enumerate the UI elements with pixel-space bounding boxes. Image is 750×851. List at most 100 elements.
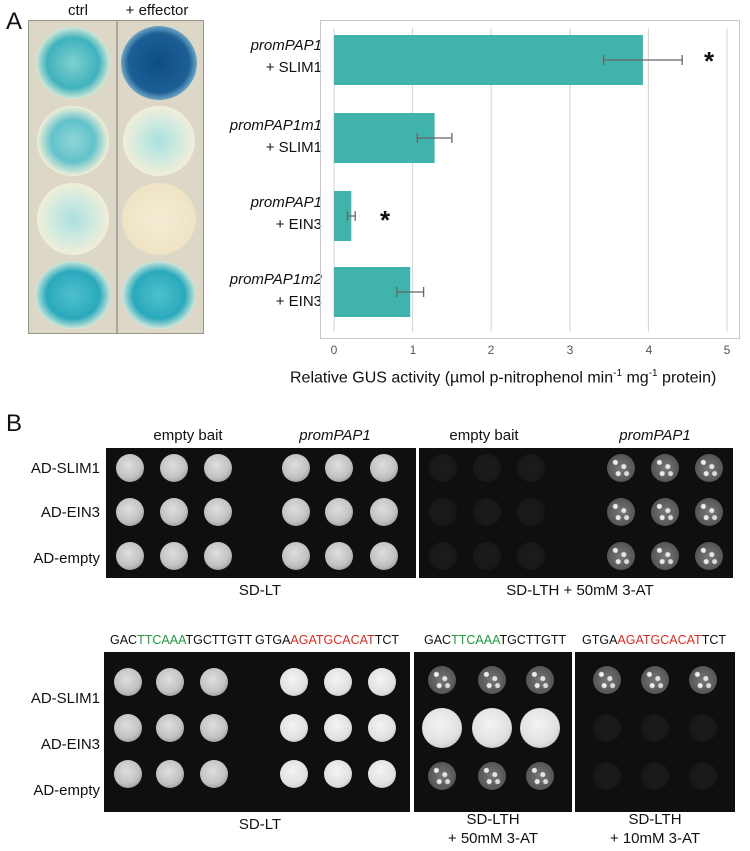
- yeast-spot: [370, 454, 398, 482]
- error-bar-1: [602, 55, 683, 65]
- yeast-spot: [325, 454, 353, 482]
- yeast-spot: [517, 542, 545, 570]
- disc-ctrl-4: [35, 261, 111, 329]
- yeast-spot: [116, 542, 144, 570]
- disc-effector-2: [123, 106, 195, 176]
- yeast-spot: [428, 762, 456, 790]
- plate-top-sd-lth: [419, 448, 733, 578]
- plate-top-sd-lt: [106, 448, 416, 578]
- header-prompap1-1: promPAP1: [299, 427, 371, 444]
- sequence-label-2: GTGAAGATGCACATTCT: [255, 633, 399, 647]
- yeast-spot: [160, 498, 188, 526]
- yeast-spot: [325, 498, 353, 526]
- error-bar-4: [396, 287, 425, 297]
- disc-effector-4: [122, 261, 196, 329]
- yeast-spot: [116, 454, 144, 482]
- yeast-spot: [160, 542, 188, 570]
- yeast-spot: [204, 542, 232, 570]
- yeast-spot: [428, 666, 456, 694]
- yeast-spot: [156, 668, 184, 696]
- yeast-spot: [429, 454, 457, 482]
- gus-staining-photo: [28, 20, 204, 334]
- yeast-spot: [473, 454, 501, 482]
- bottom-row-label-ein3: AD-EIN3: [40, 736, 100, 753]
- effector-label: + effector: [125, 2, 189, 19]
- yeast-spot: [607, 542, 635, 570]
- yeast-spot: [695, 498, 723, 526]
- plate-bottom-sd-lth-50: [414, 652, 572, 812]
- yeast-spot: [282, 498, 310, 526]
- x-tick-4: 4: [645, 343, 653, 357]
- yeast-spot: [478, 666, 506, 694]
- x-tick-1: 1: [409, 343, 417, 357]
- yeast-spot: [689, 714, 717, 742]
- yeast-spot: [156, 714, 184, 742]
- significance-star-2: *: [380, 205, 391, 235]
- yeast-spot: [641, 762, 669, 790]
- yeast-spot: [280, 714, 308, 742]
- yeast-spot: [282, 454, 310, 482]
- disc-ctrl-3: [37, 183, 109, 255]
- yeast-spot: [114, 714, 142, 742]
- yeast-spot: [280, 760, 308, 788]
- yeast-spot: [593, 762, 621, 790]
- top-media-sd-lt: SD-LT: [238, 582, 282, 599]
- yeast-spot: [200, 760, 228, 788]
- header-empty-bait-2: empty bait: [449, 427, 519, 444]
- disc-ctrl-2: [37, 106, 109, 176]
- yeast-spot: [478, 762, 506, 790]
- yeast-spot: [473, 498, 501, 526]
- plate-bottom-sd-lt: [104, 652, 410, 812]
- bar-label-3: promPAP1 + EIN3: [250, 194, 322, 233]
- yeast-spot: [607, 454, 635, 482]
- bar-label-4: promPAP1m2 + EIN3: [229, 271, 322, 310]
- yeast-spot: [593, 714, 621, 742]
- disc-effector-3: [122, 183, 196, 255]
- top-row-label-empty: AD-empty: [33, 550, 100, 567]
- yeast-spot: [526, 666, 554, 694]
- yeast-spot: [593, 666, 621, 694]
- yeast-spot: [526, 762, 554, 790]
- yeast-spot: [695, 542, 723, 570]
- yeast-spot: [651, 454, 679, 482]
- yeast-spot: [156, 760, 184, 788]
- bar-1: [334, 35, 643, 85]
- error-bar-3: [346, 211, 356, 221]
- sequence-label-4: GTGAAGATGCACATTCT: [582, 633, 726, 647]
- plate-bottom-sd-lth-10: [575, 652, 735, 812]
- yeast-spot: [368, 668, 396, 696]
- yeast-spot: [204, 498, 232, 526]
- yeast-spot: [422, 708, 462, 748]
- yeast-spot: [689, 666, 717, 694]
- yeast-spot: [641, 714, 669, 742]
- disc-effector-1: [121, 26, 197, 100]
- gus-activity-bar-chart: [320, 20, 740, 339]
- yeast-spot: [695, 454, 723, 482]
- sequence-label-1: GACTTCAAATGCTTGTT: [110, 633, 253, 647]
- yeast-spot: [641, 666, 669, 694]
- top-row-label-slim1: AD-SLIM1: [30, 460, 100, 477]
- sequence-label-3: GACTTCAAATGCTTGTT: [424, 633, 567, 647]
- yeast-spot: [114, 760, 142, 788]
- x-tick-2: 2: [487, 343, 495, 357]
- top-row-label-ein3: AD-EIN3: [40, 504, 100, 521]
- yeast-spot: [114, 668, 142, 696]
- bottom-row-label-slim1: AD-SLIM1: [30, 690, 100, 707]
- significance-star-1: *: [704, 46, 715, 76]
- yeast-spot: [651, 498, 679, 526]
- bar-3: [334, 191, 352, 241]
- header-empty-bait-1: empty bait: [153, 427, 223, 444]
- yeast-spot: [429, 542, 457, 570]
- bottom-media-3: SD-LTH + 10mM 3-AT: [609, 811, 701, 847]
- yeast-spot: [324, 714, 352, 742]
- yeast-spot: [370, 542, 398, 570]
- yeast-spot: [429, 498, 457, 526]
- yeast-spot: [280, 668, 308, 696]
- yeast-spot: [520, 708, 560, 748]
- bottom-media-1: SD-LT: [238, 816, 282, 833]
- panel-a-letter: A: [6, 8, 23, 35]
- yeast-spot: [324, 760, 352, 788]
- yeast-spot: [689, 762, 717, 790]
- gus-staining-discs: [35, 21, 197, 333]
- ctrl-label: ctrl: [68, 2, 88, 19]
